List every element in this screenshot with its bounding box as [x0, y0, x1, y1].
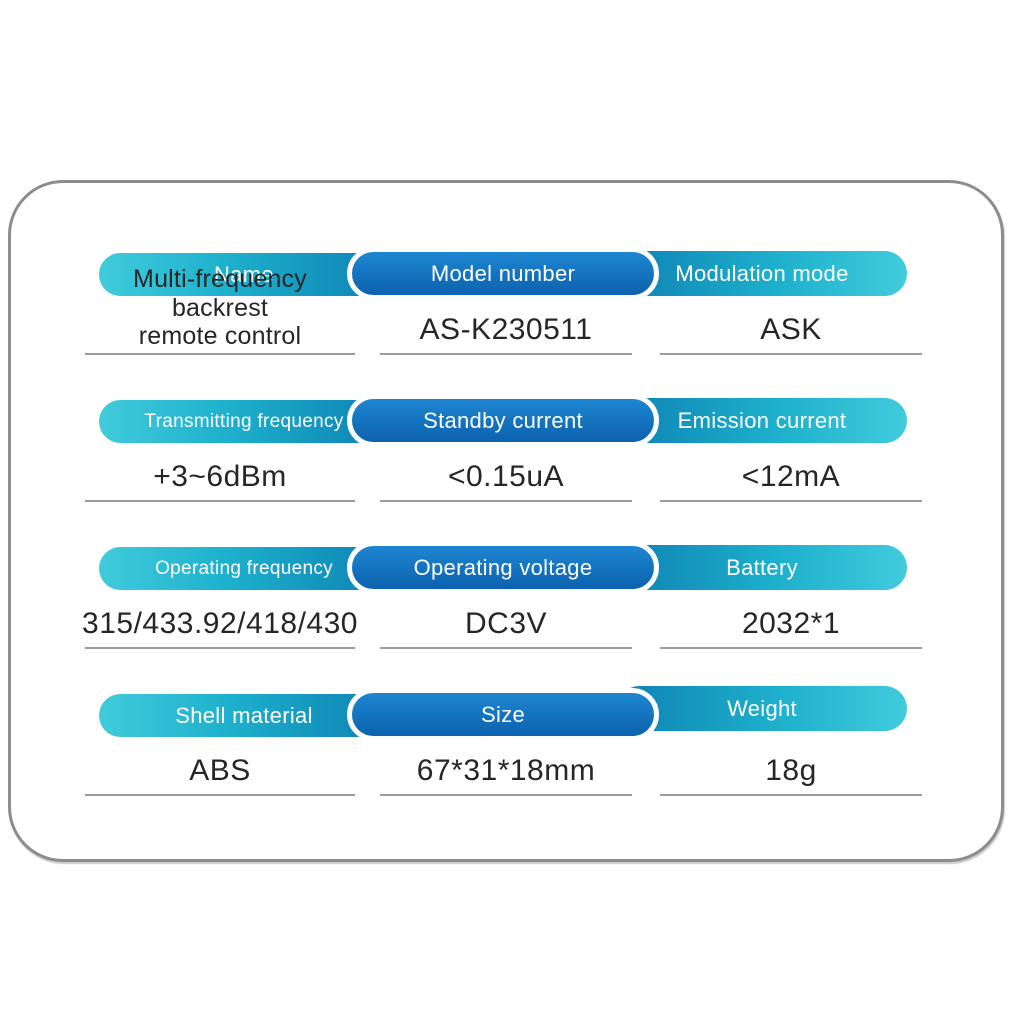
spec-row-material-size-weight: Shell material Weight Size ABS 67*31*18m…	[11, 686, 1001, 841]
header-bar: Name Modulation mode Model number	[99, 247, 907, 300]
header-label-operating-frequency: Operating frequency	[155, 557, 333, 579]
value-standby-current: <0.15uA	[380, 442, 632, 502]
header-label-modulation-mode: Modulation mode	[675, 260, 849, 286]
value-size: 67*31*18mm	[380, 736, 632, 796]
value-battery: 2032*1	[660, 589, 922, 649]
header-label-name: Name	[214, 261, 274, 287]
spec-rows: Name Modulation mode Model number Multi-…	[11, 247, 1001, 841]
header-bar: Shell material Weight Size	[99, 686, 907, 741]
spec-row-name-model-modulation: Name Modulation mode Model number Multi-…	[11, 247, 1001, 400]
header-pill-weight: Weight	[617, 686, 907, 731]
spec-row-frequency-currents: Transmitting frequency Emission current …	[11, 394, 1001, 547]
value-operating-voltage: DC3V	[380, 589, 632, 649]
header-label-emission-current: Emission current	[677, 407, 847, 433]
header-pill-shell-material: Shell material	[99, 694, 389, 737]
header-pill-model-number: Model number	[347, 247, 659, 300]
header-label-transmitting-frequency: Transmitting frequency	[144, 410, 344, 432]
header-pill-emission-current: Emission current	[617, 398, 907, 443]
header-pill-standby-current: Standby current	[347, 394, 659, 447]
value-shell-material: ABS	[85, 736, 355, 796]
header-pill-transmitting-frequency: Transmitting frequency	[99, 400, 389, 443]
header-bar: Operating frequency Battery Operating vo…	[99, 541, 907, 594]
header-label-shell-material: Shell material	[175, 702, 313, 728]
header-label-size: Size	[481, 701, 525, 727]
header-label-operating-voltage: Operating voltage	[413, 554, 593, 580]
header-pill-size: Size	[347, 688, 659, 741]
value-emission-current: <12mA	[660, 442, 922, 502]
header-pill-battery: Battery	[617, 545, 907, 590]
header-label-weight: Weight	[727, 695, 797, 721]
value-model-number: AS-K230511	[380, 295, 632, 355]
header-label-standby-current: Standby current	[423, 407, 583, 433]
header-pill-operating-voltage: Operating voltage	[347, 541, 659, 594]
header-label-battery: Battery	[726, 554, 798, 580]
header-pill-operating-frequency: Operating frequency	[99, 547, 389, 590]
value-operating-frequency: 315/433.92/418/430	[82, 589, 357, 649]
header-pill-modulation-mode: Modulation mode	[617, 251, 907, 296]
header-pill-name: Name	[99, 253, 389, 296]
value-modulation-mode: ASK	[660, 295, 922, 355]
spec-card: Name Modulation mode Model number Multi-…	[8, 180, 1004, 862]
header-bar: Transmitting frequency Emission current …	[99, 394, 907, 447]
value-weight: 18g	[660, 736, 922, 796]
header-label-model-number: Model number	[430, 260, 576, 286]
spec-row-operating-battery: Operating frequency Battery Operating vo…	[11, 541, 1001, 694]
value-transmitting-frequency: +3~6dBm	[85, 442, 355, 502]
value-name: Multi-frequency backrest remote control	[85, 265, 355, 355]
